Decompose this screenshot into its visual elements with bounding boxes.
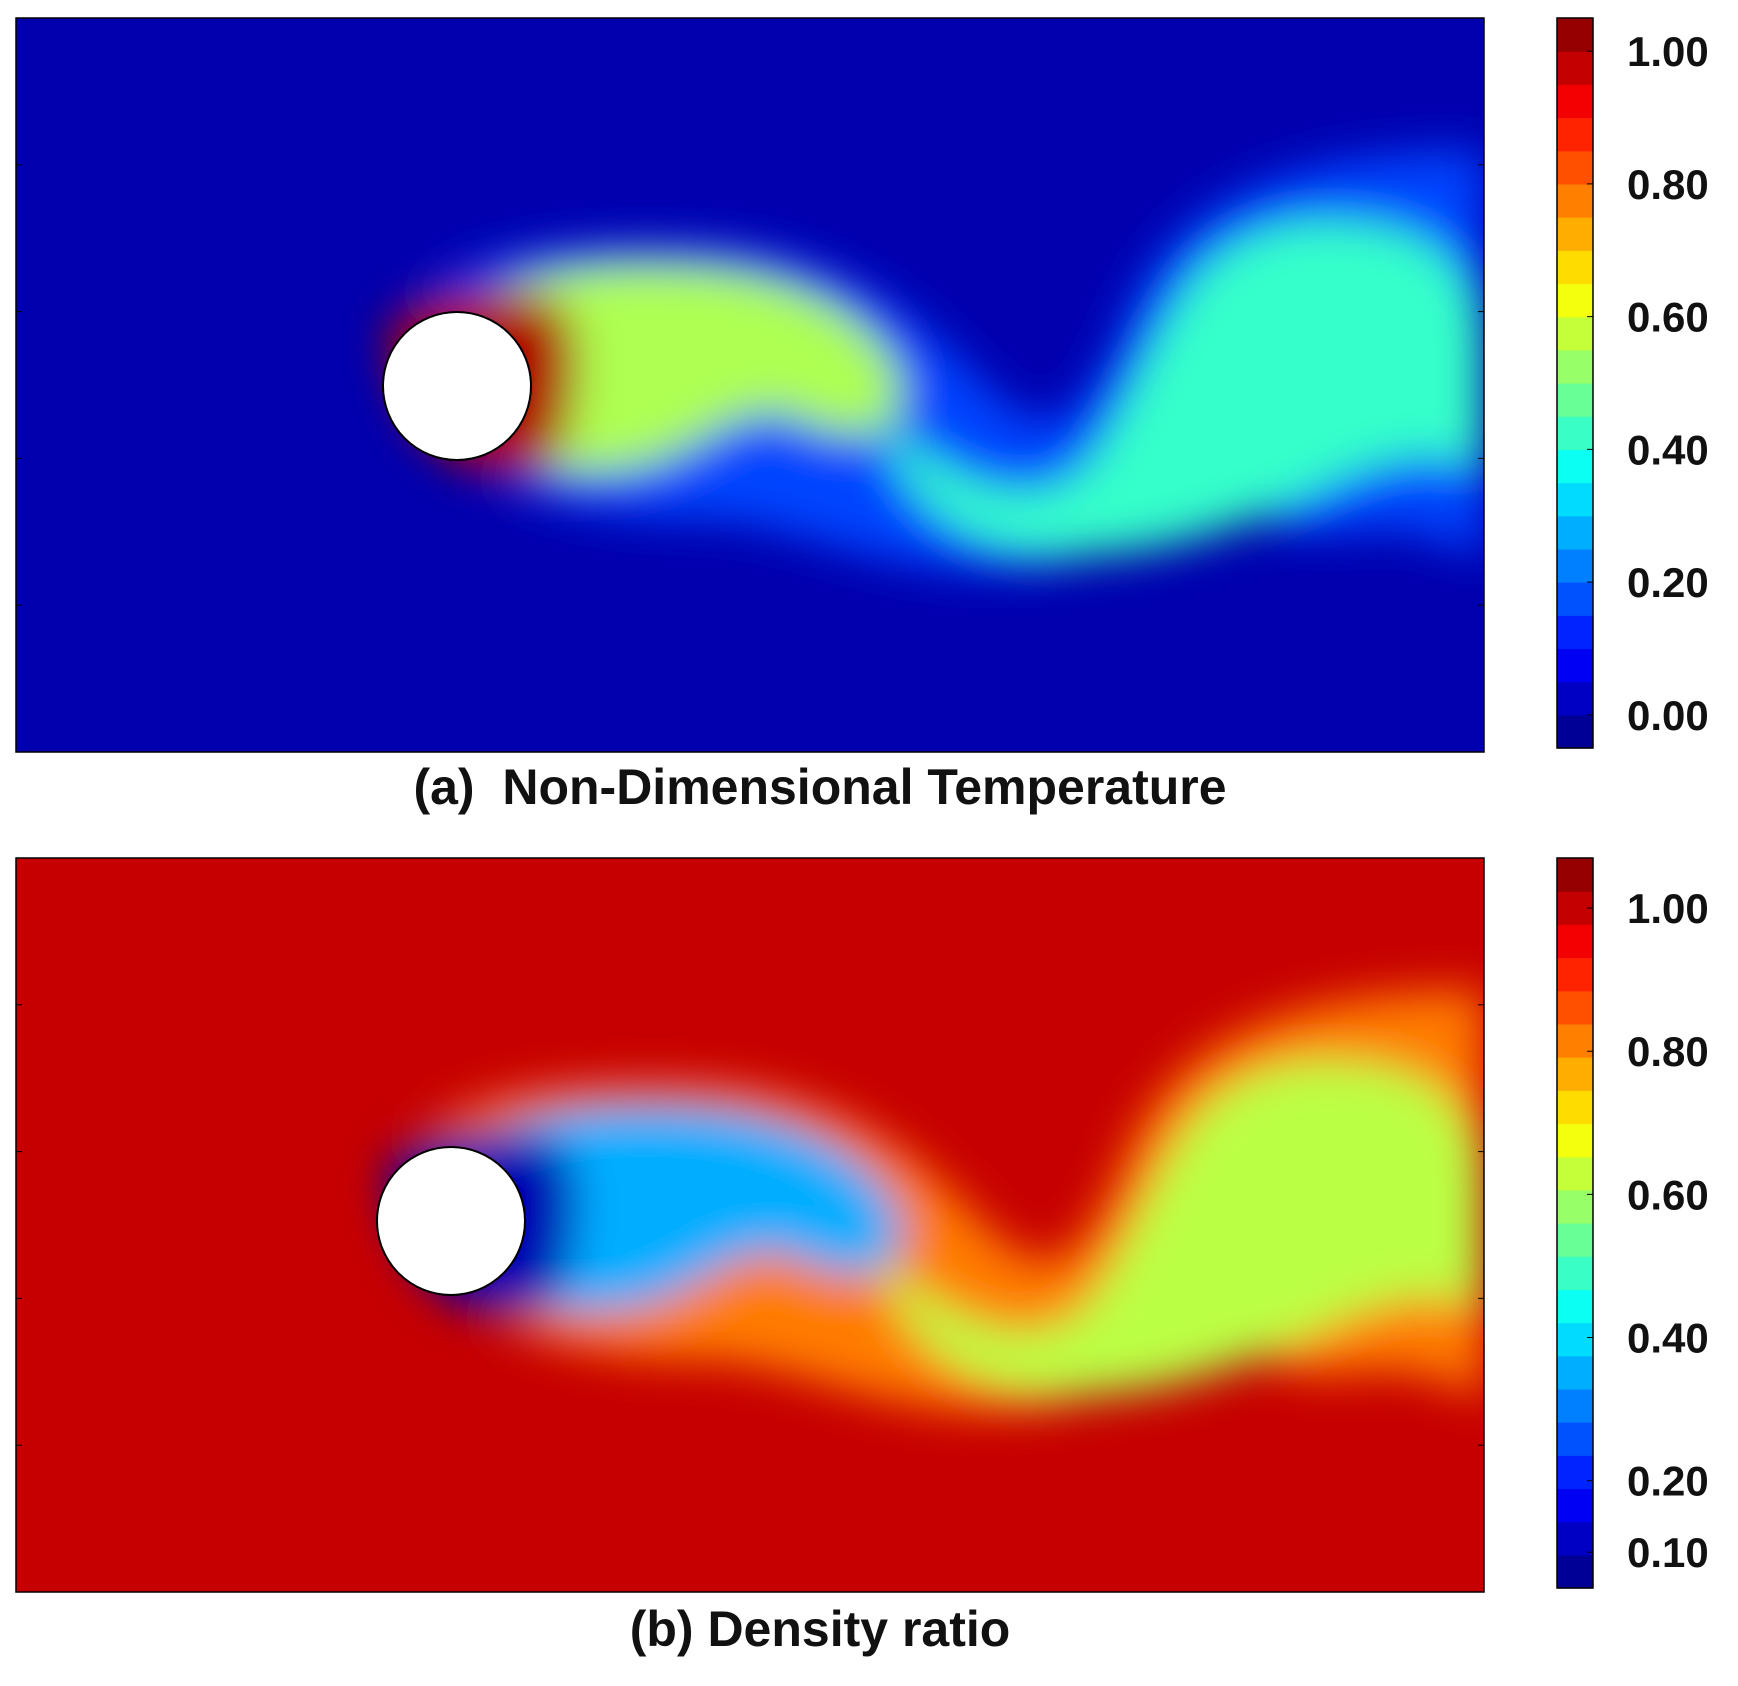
colorbar-level — [1557, 615, 1593, 650]
plot-border — [15, 17, 1485, 753]
plot-frame — [15, 17, 1485, 753]
colorbar-level — [1557, 648, 1593, 683]
colorbar-level — [1557, 1223, 1593, 1257]
colorbar-level — [1557, 957, 1593, 992]
panel-temperature: 0.00 0.20 0.40 0.60 0.80 1.00 (a) Non-Dimensi… — [0, 0, 1738, 840]
caption-density: (b) Density ratio — [629, 1601, 1011, 1657]
cylinder-obstacle — [376, 1146, 526, 1296]
colorbar-level — [1557, 1422, 1593, 1456]
colorbar-tick-label: 0.20 — [1627, 1458, 1709, 1505]
wake-second-vortex — [880, 220, 1484, 556]
colorbar-tick-label: 0.40 — [1627, 426, 1709, 473]
temperature-contour-plot: 0.00 0.20 0.40 0.60 0.80 1.00 — [15, 17, 1709, 753]
colorbar-level — [1557, 482, 1593, 517]
colorbar-level — [1557, 1023, 1593, 1058]
colorbar-tick-label: 0.40 — [1627, 1315, 1709, 1362]
colorbar-level — [1557, 515, 1593, 550]
density-contour-plot: 0.10 0.20 0.40 0.60 0.80 1.00 — [15, 857, 1709, 1593]
colorbar-level — [1557, 1256, 1593, 1290]
colorbar-level — [1557, 1554, 1593, 1589]
colorbar-level — [1557, 117, 1593, 152]
colorbar-level — [1557, 416, 1593, 450]
panel-density: 0.10 0.20 0.40 0.60 0.80 1.00 (b) Density rat… — [0, 840, 1738, 1686]
colorbar-level — [1557, 349, 1593, 384]
wake-field — [388, 150, 1484, 572]
colorbar-level — [1557, 924, 1593, 959]
colorbar-level — [1557, 84, 1593, 119]
colorbar-level — [1557, 1057, 1593, 1091]
colorbar-level — [1557, 1156, 1593, 1191]
colorbar-level — [1557, 714, 1593, 749]
colorbar-level — [1557, 449, 1593, 484]
colorbar-level — [1557, 582, 1593, 616]
colorbar-level — [1557, 1123, 1593, 1158]
colorbar-level — [1557, 1090, 1593, 1125]
colorbar-level — [1557, 383, 1593, 417]
colorbar-level — [1557, 1388, 1593, 1423]
colorbar-level — [1557, 1455, 1593, 1490]
caption-temperature: (a) Non-Dimensional Temperature — [413, 759, 1227, 815]
colorbar-level — [1557, 990, 1593, 1025]
colorbar-level — [1557, 1355, 1593, 1390]
plot-area — [16, 858, 1484, 1592]
colorbar-level — [1557, 250, 1593, 285]
colorbar-level — [1557, 316, 1593, 351]
plot-border — [15, 857, 1485, 1593]
colorbar-level — [1557, 150, 1593, 185]
colorbar-level — [1557, 1322, 1593, 1357]
colorbar-tick-label: 0.20 — [1627, 559, 1709, 606]
colorbar-level — [1557, 51, 1593, 85]
colorbar: 0.10 0.20 0.40 0.60 0.80 1.00 — [1556, 857, 1709, 1589]
colorbar-border — [1556, 17, 1594, 749]
colorbar-border — [1556, 857, 1594, 1589]
colorbar-tick-label: 0.80 — [1627, 1028, 1709, 1075]
colorbar-tick-label: 1.00 — [1627, 885, 1709, 932]
plot-area — [16, 18, 1484, 752]
colorbar-level — [1557, 183, 1593, 218]
colorbar-level — [1557, 858, 1593, 892]
wake-second-vortex — [880, 1060, 1484, 1396]
colorbar-level — [1557, 1289, 1593, 1324]
colorbar-level — [1557, 1488, 1593, 1523]
plot-frame — [15, 857, 1485, 1593]
colorbar-tick-label: 0.80 — [1627, 161, 1709, 208]
colorbar: 0.00 0.20 0.40 0.60 0.80 1.00 — [1556, 17, 1709, 749]
colorbar-level — [1557, 681, 1593, 716]
colorbar-level — [1557, 283, 1593, 318]
colorbar-tick-label: 1.00 — [1627, 28, 1709, 75]
colorbar-level — [1557, 548, 1593, 583]
colorbar-level — [1557, 1189, 1593, 1224]
colorbar-level — [1557, 1521, 1593, 1556]
colorbar-tick-label: 0.60 — [1627, 294, 1709, 341]
colorbar-tick-label: 0.10 — [1627, 1529, 1709, 1576]
colorbar-tick-label: 0.60 — [1627, 1171, 1709, 1218]
colorbar-level — [1557, 217, 1593, 251]
cylinder-obstacle — [382, 311, 532, 461]
colorbar-tick-label: 0.00 — [1627, 692, 1709, 739]
colorbar-level — [1557, 18, 1593, 52]
